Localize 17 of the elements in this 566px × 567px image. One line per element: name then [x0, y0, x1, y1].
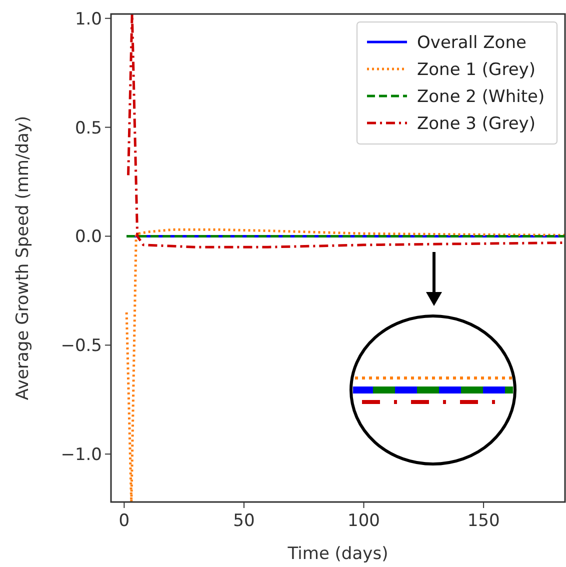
y-tick-label: 0.5	[74, 118, 102, 138]
legend-label: Zone 2 (White)	[417, 87, 545, 107]
x-tick-label: 0	[118, 511, 130, 531]
y-tick-label: −1.0	[60, 445, 102, 466]
legend-label: Zone 1 (Grey)	[417, 60, 536, 80]
x-tick-label: 50	[233, 511, 255, 531]
y-tick-label: −0.5	[60, 336, 102, 356]
legend-label: Zone 3 (Grey)	[417, 114, 536, 134]
line-series	[127, 14, 565, 248]
x-tick-label: 100	[348, 511, 380, 531]
y-axis-title: Average Growth Speed (mm/day)	[13, 116, 33, 400]
line-series	[125, 228, 565, 502]
x-tick-label: 150	[467, 511, 500, 531]
y-tick-label: 0.0	[74, 227, 102, 248]
y-tick-label: 1.0	[74, 9, 102, 30]
legend-label: Overall Zone	[417, 33, 526, 53]
x-axis-title: Time (days)	[286, 544, 388, 564]
